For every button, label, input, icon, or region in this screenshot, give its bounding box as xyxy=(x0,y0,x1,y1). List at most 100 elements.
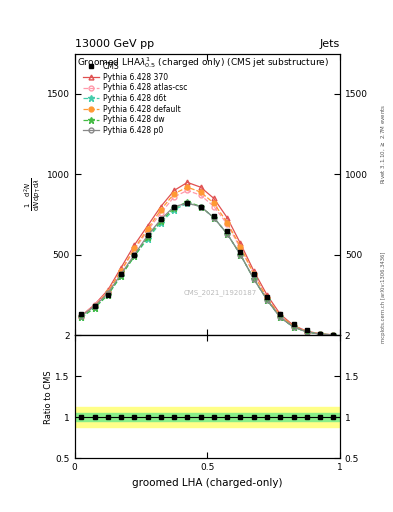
CMS xyxy=(92,303,97,309)
Pythia 6.428 370 xyxy=(252,268,256,274)
Pythia 6.428 default xyxy=(264,295,269,301)
Pythia 6.428 d6t xyxy=(145,236,150,242)
Pythia 6.428 370 xyxy=(264,292,269,298)
Pythia 6.428 d6t xyxy=(158,220,163,226)
Pythia 6.428 p0 xyxy=(291,324,296,330)
Pythia 6.428 d6t xyxy=(252,276,256,282)
Pythia 6.428 atlas-csc xyxy=(79,313,84,319)
Text: Groomed LHA$\lambda^{1}_{0.5}$ (charged only) (CMS jet substructure): Groomed LHA$\lambda^{1}_{0.5}$ (charged … xyxy=(77,55,329,70)
Pythia 6.428 370 xyxy=(278,311,283,317)
Pythia 6.428 d6t xyxy=(305,329,309,335)
Pythia 6.428 default xyxy=(278,313,283,319)
Pythia 6.428 dw xyxy=(331,332,336,338)
Pythia 6.428 default xyxy=(132,245,137,251)
Pythia 6.428 default xyxy=(185,184,190,190)
Pythia 6.428 atlas-csc xyxy=(305,329,309,335)
Pythia 6.428 p0 xyxy=(185,200,190,206)
Y-axis label: $\frac{1}{\mathrm{d}N}\frac{\mathrm{d}^2N}{\mathrm{d}p_\mathrm{T}\,\mathrm{d}\la: $\frac{1}{\mathrm{d}N}\frac{\mathrm{d}^2… xyxy=(22,178,43,211)
CMS xyxy=(225,227,230,233)
CMS xyxy=(211,213,216,219)
Pythia 6.428 370 xyxy=(305,328,309,334)
Pythia 6.428 p0 xyxy=(172,203,176,209)
Pythia 6.428 dw xyxy=(291,324,296,330)
Pythia 6.428 atlas-csc xyxy=(132,247,137,253)
Pythia 6.428 d6t xyxy=(198,203,203,209)
Pythia 6.428 dw xyxy=(252,276,256,282)
Pythia 6.428 default xyxy=(211,200,216,206)
Pythia 6.428 default xyxy=(331,332,336,338)
Pythia 6.428 atlas-csc xyxy=(318,331,322,337)
Line: Pythia 6.428 default: Pythia 6.428 default xyxy=(79,185,336,337)
CMS xyxy=(318,330,322,336)
Pythia 6.428 370 xyxy=(291,323,296,329)
Pythia 6.428 atlas-csc xyxy=(278,313,283,319)
Pythia 6.428 p0 xyxy=(252,276,256,282)
Pythia 6.428 atlas-csc xyxy=(198,192,203,198)
Legend: CMS, Pythia 6.428 370, Pythia 6.428 atlas-csc, Pythia 6.428 d6t, Pythia 6.428 de: CMS, Pythia 6.428 370, Pythia 6.428 atla… xyxy=(80,59,190,138)
Pythia 6.428 370 xyxy=(145,223,150,229)
Pythia 6.428 atlas-csc xyxy=(92,302,97,308)
Pythia 6.428 370 xyxy=(331,332,336,338)
Pythia 6.428 d6t xyxy=(264,296,269,303)
Pythia 6.428 p0 xyxy=(264,296,269,303)
CMS xyxy=(331,332,336,338)
Pythia 6.428 d6t xyxy=(185,200,190,206)
Pythia 6.428 d6t xyxy=(172,207,176,213)
Pythia 6.428 default xyxy=(291,323,296,329)
Pythia 6.428 dw xyxy=(145,234,150,240)
Pythia 6.428 default xyxy=(105,289,110,295)
CMS xyxy=(185,200,190,206)
Pythia 6.428 dw xyxy=(105,292,110,298)
Pythia 6.428 default xyxy=(79,313,84,319)
Pythia 6.428 370 xyxy=(211,196,216,202)
Pythia 6.428 dw xyxy=(172,205,176,211)
Pythia 6.428 atlas-csc xyxy=(291,323,296,329)
Line: Pythia 6.428 atlas-csc: Pythia 6.428 atlas-csc xyxy=(79,188,336,337)
Pythia 6.428 d6t xyxy=(92,305,97,311)
Line: Pythia 6.428 dw: Pythia 6.428 dw xyxy=(78,199,336,338)
Pythia 6.428 d6t xyxy=(225,231,230,237)
Pythia 6.428 atlas-csc xyxy=(172,194,176,200)
Pythia 6.428 dw xyxy=(132,253,137,260)
Line: Pythia 6.428 370: Pythia 6.428 370 xyxy=(79,180,336,337)
Pythia 6.428 370 xyxy=(238,241,243,247)
Pythia 6.428 default xyxy=(252,271,256,277)
Pythia 6.428 p0 xyxy=(278,314,283,321)
Pythia 6.428 p0 xyxy=(331,332,336,338)
Pythia 6.428 dw xyxy=(211,215,216,221)
Pythia 6.428 dw xyxy=(225,231,230,237)
Pythia 6.428 p0 xyxy=(105,290,110,296)
Pythia 6.428 p0 xyxy=(225,231,230,237)
Line: Pythia 6.428 d6t: Pythia 6.428 d6t xyxy=(78,200,336,338)
CMS xyxy=(278,311,283,317)
Pythia 6.428 atlas-csc xyxy=(264,295,269,301)
Pythia 6.428 atlas-csc xyxy=(105,289,110,295)
Line: CMS: CMS xyxy=(79,201,336,337)
Pythia 6.428 370 xyxy=(105,287,110,293)
Pythia 6.428 p0 xyxy=(119,271,123,277)
Pythia 6.428 dw xyxy=(318,331,322,337)
Pythia 6.428 d6t xyxy=(105,292,110,298)
CMS xyxy=(264,293,269,300)
CMS xyxy=(158,216,163,222)
Pythia 6.428 dw xyxy=(158,218,163,224)
Pythia 6.428 d6t xyxy=(132,253,137,260)
Pythia 6.428 p0 xyxy=(132,252,137,258)
Pythia 6.428 default xyxy=(145,226,150,232)
Pythia 6.428 atlas-csc xyxy=(119,268,123,274)
Pythia 6.428 default xyxy=(158,207,163,213)
Pythia 6.428 dw xyxy=(79,314,84,321)
Pythia 6.428 p0 xyxy=(238,252,243,258)
CMS xyxy=(145,232,150,239)
Pythia 6.428 370 xyxy=(132,242,137,248)
Y-axis label: Ratio to CMS: Ratio to CMS xyxy=(44,370,53,423)
Pythia 6.428 atlas-csc xyxy=(331,332,336,338)
CMS xyxy=(305,327,309,333)
Pythia 6.428 atlas-csc xyxy=(145,227,150,233)
Pythia 6.428 d6t xyxy=(331,332,336,338)
Pythia 6.428 default xyxy=(119,268,123,274)
Pythia 6.428 atlas-csc xyxy=(211,203,216,209)
Pythia 6.428 p0 xyxy=(145,232,150,239)
Pythia 6.428 d6t xyxy=(79,314,84,321)
Pythia 6.428 atlas-csc xyxy=(225,221,230,227)
